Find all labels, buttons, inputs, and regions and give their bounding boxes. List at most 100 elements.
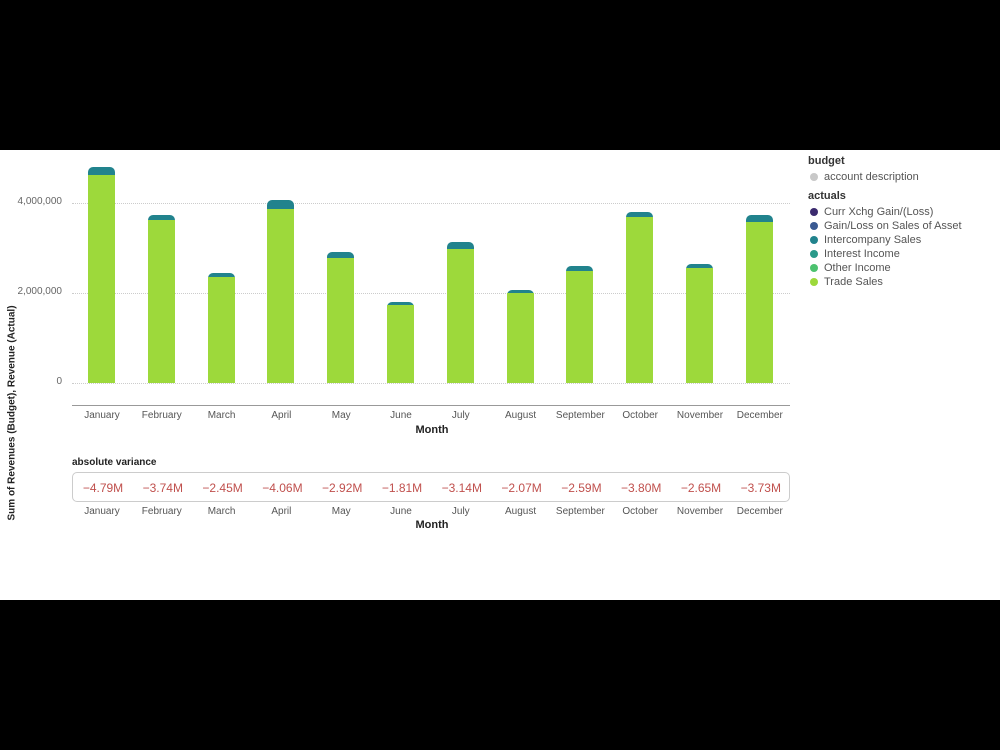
legend-dot-icon <box>810 236 818 244</box>
legend-dot-icon <box>810 278 818 286</box>
legend-dot-icon <box>810 173 818 181</box>
legend-item[interactable]: Gain/Loss on Sales of Asset <box>808 219 962 233</box>
bar-april[interactable] <box>267 200 295 383</box>
x-tick-label: June <box>390 506 412 517</box>
bar-segment-trade-sales[interactable] <box>207 276 235 383</box>
legend-item[interactable]: Trade Sales <box>808 275 962 289</box>
variance-value: −2.59M <box>561 481 602 495</box>
x-tick-label: July <box>451 410 470 421</box>
legend-label: Intercompany Sales <box>824 234 922 246</box>
bar-segment-intercompany-sales[interactable] <box>207 272 235 279</box>
bar-segment-intercompany-sales[interactable] <box>686 263 713 270</box>
bar-segment-intercompany-sales[interactable] <box>88 167 115 178</box>
bar-segment-intercompany-sales[interactable] <box>506 289 534 295</box>
bar-july[interactable] <box>446 241 474 383</box>
x-tick-label: August <box>505 506 537 517</box>
x-tick-label: December <box>736 506 783 517</box>
bar-segment-trade-sales[interactable] <box>147 220 175 383</box>
legend-item[interactable]: account description <box>808 170 962 184</box>
bar-may[interactable] <box>327 251 355 383</box>
legend-label: Gain/Loss on Sales of Asset <box>824 220 962 232</box>
x-tick-label: March <box>207 506 236 517</box>
x-tick-label: December <box>736 410 783 421</box>
x-tick-label: May <box>331 410 351 421</box>
variance-strip: −4.79M −3.74M −2.45M −4.06M −2.92M −1.81M −3.1… <box>72 472 790 502</box>
legend-actuals-group: actuals Curr Xchg Gain/(Loss) Gain/Loss o… <box>808 190 962 289</box>
legend-label: Curr Xchg Gain/(Loss) <box>824 206 934 218</box>
chart-canvas: Sum of Revenues (Budget), Revenue (Actua… <box>0 150 1000 600</box>
x-tick-label: November <box>676 410 724 421</box>
y-tick-label: 2,000,000 <box>17 286 63 297</box>
legend-item[interactable]: Interest Income <box>808 247 962 261</box>
gridline <box>72 293 790 294</box>
legend-label: Trade Sales <box>824 276 883 288</box>
y-tick-label: 0 <box>56 376 62 387</box>
x-tick-label: October <box>622 506 658 517</box>
bar-september[interactable] <box>566 266 594 383</box>
x-tick-label: January <box>84 506 120 517</box>
legend-actuals-title: actuals <box>808 190 846 202</box>
variance-value: −3.74M <box>142 481 183 495</box>
legend-label: Other Income <box>824 262 891 274</box>
x-tick-label: February <box>141 410 182 421</box>
y-tick-label: 4,000,000 <box>17 196 63 207</box>
x-axis-line <box>72 405 790 406</box>
legend-dot-icon <box>810 264 818 272</box>
x-tick-label: September <box>555 410 605 421</box>
bar-segment-trade-sales[interactable] <box>327 257 355 383</box>
bar-segment-trade-sales[interactable] <box>686 267 713 383</box>
bar-segment-trade-sales[interactable] <box>267 208 295 383</box>
bar-segment-intercompany-sales[interactable] <box>566 266 594 273</box>
bar-march[interactable] <box>207 272 235 383</box>
bar-segment-intercompany-sales[interactable] <box>745 215 773 224</box>
variance-value: −2.45M <box>202 481 243 495</box>
bar-december[interactable] <box>745 215 773 383</box>
variance-value: −4.06M <box>262 481 303 495</box>
legend-dot-icon <box>810 250 818 258</box>
bar-january[interactable] <box>88 167 115 383</box>
x-tick-label: August <box>505 410 537 421</box>
bar-segment-intercompany-sales[interactable] <box>267 200 295 211</box>
bar-segment-trade-sales[interactable] <box>506 292 534 383</box>
variance-value: −2.07M <box>501 481 542 495</box>
bar-november[interactable] <box>686 263 713 383</box>
bar-segment-intercompany-sales[interactable] <box>147 214 175 223</box>
variance-value: −3.14M <box>441 481 482 495</box>
x-tick-label: April <box>271 506 292 517</box>
gridline <box>72 383 790 384</box>
bar-segment-trade-sales[interactable] <box>566 270 594 383</box>
legend-label: Interest Income <box>824 248 900 260</box>
bar-segment-trade-sales[interactable] <box>446 248 474 383</box>
x-tick-label: October <box>622 410 658 421</box>
variance-value: −4.79M <box>82 481 124 495</box>
y-axis-title: Sum of Revenues (Budget), Revenue (Actua… <box>6 305 18 521</box>
variance-value: −2.92M <box>322 481 363 495</box>
legend-dot-icon <box>810 208 818 216</box>
bar-segment-intercompany-sales[interactable] <box>626 212 654 219</box>
bar-segment-trade-sales[interactable] <box>626 216 654 383</box>
gridline <box>72 203 790 204</box>
x-tick-label: September <box>555 506 605 517</box>
legend-dot-icon <box>810 222 818 230</box>
x-axis-title: Month <box>415 424 449 436</box>
bar-october[interactable] <box>626 212 654 383</box>
variance-value: −2.65M <box>680 481 722 495</box>
legend-item[interactable]: Curr Xchg Gain/(Loss) <box>808 205 962 219</box>
x-tick-label: April <box>271 410 292 421</box>
bar-segment-trade-sales[interactable] <box>88 175 115 383</box>
legend-item[interactable]: Other Income <box>808 261 962 275</box>
bar-segment-intercompany-sales[interactable] <box>446 241 474 251</box>
legend-item[interactable]: Intercompany Sales <box>808 233 962 247</box>
bar-segment-intercompany-sales[interactable] <box>327 251 355 260</box>
legend-budget-group: budget account description <box>808 155 962 184</box>
legend: budget account description actuals Curr … <box>808 155 962 295</box>
bar-june[interactable] <box>387 301 414 383</box>
bar-segment-intercompany-sales[interactable] <box>387 301 414 308</box>
bar-february[interactable] <box>147 214 175 383</box>
bar-segment-trade-sales[interactable] <box>387 305 414 383</box>
x-tick-label: June <box>390 410 412 421</box>
bar-august[interactable] <box>506 289 534 383</box>
bar-segment-trade-sales[interactable] <box>745 221 773 383</box>
legend-label: account description <box>824 171 919 183</box>
legend-budget-title: budget <box>808 155 845 167</box>
